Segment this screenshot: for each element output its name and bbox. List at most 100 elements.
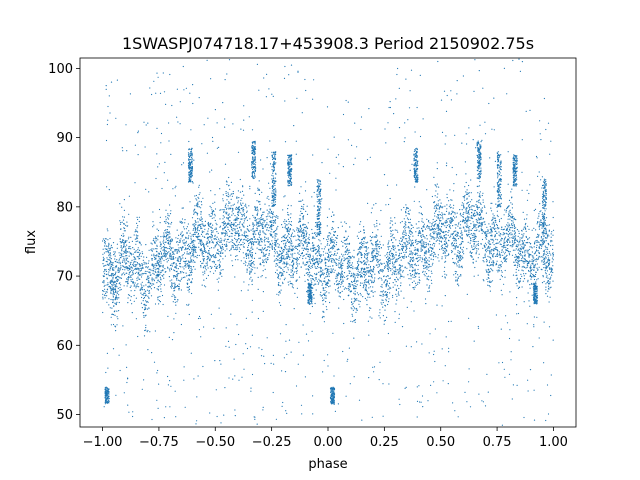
data-point bbox=[511, 241, 514, 243]
data-point bbox=[212, 254, 214, 256]
data-point bbox=[136, 277, 138, 279]
data-point bbox=[210, 207, 212, 209]
data-point bbox=[278, 291, 280, 293]
data-point bbox=[387, 270, 389, 272]
data-point bbox=[357, 280, 359, 282]
data-point bbox=[423, 225, 425, 227]
data-point bbox=[356, 298, 358, 300]
data-point bbox=[428, 257, 430, 259]
data-point bbox=[145, 301, 148, 303]
data-point bbox=[495, 264, 497, 266]
data-point bbox=[179, 258, 181, 260]
data-point bbox=[476, 222, 479, 224]
data-point bbox=[518, 240, 520, 242]
data-point bbox=[528, 300, 530, 302]
data-point bbox=[349, 283, 351, 285]
data-point bbox=[213, 256, 215, 258]
data-point bbox=[341, 253, 343, 255]
data-point bbox=[390, 258, 392, 260]
data-point bbox=[213, 247, 215, 249]
data-point bbox=[135, 297, 137, 299]
data-point bbox=[500, 251, 503, 253]
data-point bbox=[431, 224, 433, 226]
data-point bbox=[331, 236, 333, 238]
data-point bbox=[246, 268, 248, 270]
data-point bbox=[474, 229, 476, 232]
data-point bbox=[330, 251, 332, 253]
data-point bbox=[490, 281, 492, 283]
data-point bbox=[395, 254, 397, 256]
data-point bbox=[418, 227, 420, 229]
data-point bbox=[523, 240, 526, 242]
data-point bbox=[135, 234, 137, 236]
data-point bbox=[364, 256, 366, 258]
data-point bbox=[121, 250, 123, 252]
data-point bbox=[268, 253, 270, 255]
data-point bbox=[547, 243, 549, 245]
data-point bbox=[323, 272, 325, 274]
data-point bbox=[411, 242, 414, 244]
data-point bbox=[287, 211, 289, 214]
data-point bbox=[347, 235, 349, 237]
data-point bbox=[374, 241, 377, 243]
data-point bbox=[165, 256, 167, 258]
data-point bbox=[438, 260, 440, 262]
data-point bbox=[317, 244, 320, 246]
data-point bbox=[402, 237, 405, 239]
data-point bbox=[534, 259, 536, 261]
data-point bbox=[305, 210, 307, 212]
data-point bbox=[175, 304, 177, 306]
data-point bbox=[325, 306, 327, 308]
data-point bbox=[113, 254, 115, 256]
data-point bbox=[509, 218, 511, 220]
data-point bbox=[363, 263, 365, 266]
data-point bbox=[310, 247, 312, 249]
data-point bbox=[436, 216, 438, 218]
data-point bbox=[193, 234, 195, 236]
data-point bbox=[544, 245, 546, 247]
data-point bbox=[337, 275, 339, 277]
data-point bbox=[505, 209, 507, 211]
data-point bbox=[522, 270, 524, 272]
data-point bbox=[296, 279, 298, 281]
data-point bbox=[304, 263, 306, 265]
data-point bbox=[421, 218, 423, 220]
data-point bbox=[529, 287, 531, 289]
data-point bbox=[488, 242, 490, 245]
data-point bbox=[220, 252, 222, 255]
data-point bbox=[172, 282, 174, 284]
data-point bbox=[519, 260, 521, 262]
data-point bbox=[328, 255, 330, 257]
data-point bbox=[501, 294, 503, 296]
data-point bbox=[459, 257, 461, 259]
data-point bbox=[173, 262, 176, 264]
data-point bbox=[494, 230, 496, 232]
data-point bbox=[485, 231, 487, 233]
data-point bbox=[504, 256, 506, 258]
data-point bbox=[312, 275, 314, 277]
data-point bbox=[253, 232, 255, 234]
data-point bbox=[162, 303, 164, 306]
data-point bbox=[303, 226, 305, 229]
data-point bbox=[190, 239, 192, 241]
data-point bbox=[404, 231, 406, 233]
data-point bbox=[114, 302, 116, 304]
data-point bbox=[422, 230, 424, 233]
data-point bbox=[290, 275, 292, 277]
data-point bbox=[295, 280, 297, 282]
data-point bbox=[275, 263, 277, 265]
data-point bbox=[190, 267, 192, 269]
data-point bbox=[132, 247, 134, 249]
data-point bbox=[256, 228, 258, 230]
data-point bbox=[548, 244, 550, 246]
data-point bbox=[249, 273, 251, 275]
data-point bbox=[449, 227, 452, 229]
data-point bbox=[264, 268, 266, 270]
data-point bbox=[312, 263, 314, 265]
data-point bbox=[285, 258, 287, 260]
data-point bbox=[213, 262, 215, 264]
data-point bbox=[435, 190, 437, 192]
data-point bbox=[294, 252, 296, 254]
data-point bbox=[143, 261, 145, 263]
data-point bbox=[144, 270, 146, 272]
